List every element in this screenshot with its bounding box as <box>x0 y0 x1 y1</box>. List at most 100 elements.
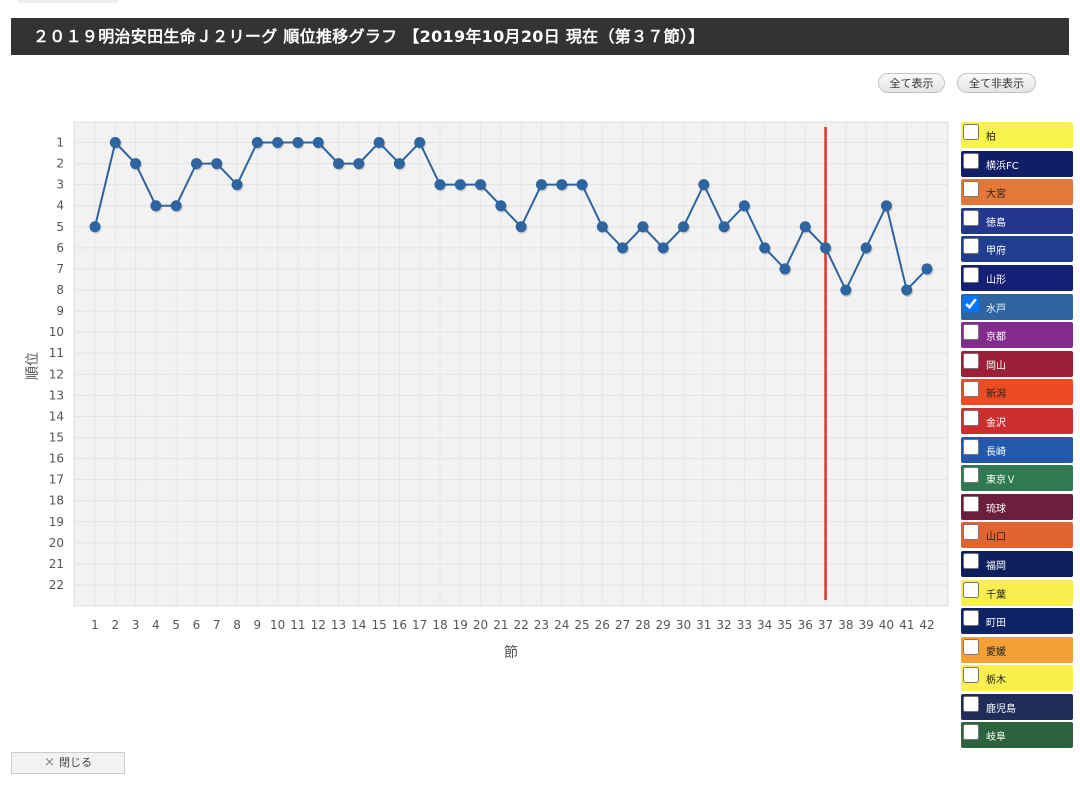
data-point[interactable] <box>637 221 649 233</box>
team-checkbox[interactable] <box>963 381 979 398</box>
data-point[interactable] <box>556 179 568 191</box>
data-point[interactable] <box>190 158 202 170</box>
legend-item[interactable]: 栃木 <box>961 665 1073 692</box>
data-point[interactable] <box>921 263 933 275</box>
team-label: 町田 <box>986 618 1006 630</box>
data-point[interactable] <box>738 200 750 212</box>
team-checkbox[interactable] <box>963 438 979 455</box>
data-point[interactable] <box>373 137 385 148</box>
team-checkbox[interactable] <box>963 638 979 655</box>
data-point[interactable] <box>576 179 588 191</box>
data-point[interactable] <box>150 200 162 212</box>
x-tick-label: 20 <box>473 618 488 632</box>
data-point[interactable] <box>880 200 892 212</box>
data-point[interactable] <box>393 158 405 170</box>
team-checkbox[interactable] <box>963 152 979 169</box>
team-checkbox[interactable] <box>963 209 979 226</box>
data-point[interactable] <box>454 179 466 191</box>
data-point[interactable] <box>251 137 263 148</box>
team-checkbox[interactable] <box>963 124 979 140</box>
legend-item[interactable]: 水戸 <box>961 293 1073 320</box>
legend-item[interactable]: 岡山 <box>961 350 1073 377</box>
data-point[interactable] <box>759 242 771 254</box>
data-point[interactable] <box>292 137 304 148</box>
y-tick-label: 15 <box>49 431 64 445</box>
legend-item[interactable]: 町田 <box>961 608 1073 635</box>
team-checkbox[interactable] <box>963 552 979 569</box>
legend-item[interactable]: 山形 <box>961 264 1073 291</box>
team-checkbox[interactable] <box>963 181 979 198</box>
data-point[interactable] <box>109 137 121 148</box>
team-checkbox[interactable] <box>963 610 979 627</box>
data-point[interactable] <box>515 221 527 233</box>
data-point[interactable] <box>353 158 365 170</box>
close-button[interactable]: × 閉じる <box>11 752 125 774</box>
data-point[interactable] <box>272 137 284 148</box>
legend-item[interactable]: 長崎 <box>961 436 1073 463</box>
data-point[interactable] <box>799 221 811 233</box>
team-checkbox[interactable] <box>963 467 979 484</box>
x-tick-label: 26 <box>595 618 610 632</box>
team-checkbox[interactable] <box>963 695 979 712</box>
legend-item[interactable]: 山口 <box>961 522 1073 549</box>
x-tick-label: 29 <box>656 618 671 632</box>
data-point[interactable] <box>89 221 101 233</box>
legend-item[interactable]: 愛媛 <box>961 636 1073 663</box>
x-tick-label: 23 <box>534 618 549 632</box>
y-tick-label: 21 <box>49 557 64 571</box>
y-tick-label: 17 <box>49 473 64 487</box>
data-point[interactable] <box>312 137 324 148</box>
data-point[interactable] <box>596 221 608 233</box>
data-point[interactable] <box>617 242 629 254</box>
legend-item[interactable]: 横浜FC <box>961 150 1073 177</box>
data-point[interactable] <box>495 200 507 212</box>
legend-item[interactable]: 琉球 <box>961 493 1073 520</box>
data-point[interactable] <box>170 200 182 212</box>
legend-item[interactable]: 柏 <box>961 122 1073 148</box>
data-point[interactable] <box>901 284 913 296</box>
legend-item[interactable]: 大宮 <box>961 179 1073 206</box>
team-checkbox[interactable] <box>963 266 979 283</box>
data-point[interactable] <box>698 179 710 191</box>
data-point[interactable] <box>414 137 426 148</box>
data-point[interactable] <box>677 221 689 233</box>
team-checkbox[interactable] <box>963 581 979 598</box>
team-checkbox[interactable] <box>963 295 979 312</box>
data-point[interactable] <box>130 158 142 170</box>
legend-item[interactable]: 新潟 <box>961 379 1073 406</box>
hide-all-button[interactable]: 全て非表示 <box>957 73 1036 93</box>
y-tick-label: 3 <box>56 178 64 192</box>
data-point[interactable] <box>333 158 345 170</box>
legend-item[interactable]: 甲府 <box>961 236 1073 263</box>
data-point[interactable] <box>820 242 832 254</box>
legend-item[interactable]: 福岡 <box>961 550 1073 577</box>
legend-item[interactable]: 徳島 <box>961 207 1073 234</box>
team-checkbox[interactable] <box>963 524 979 541</box>
legend-item[interactable]: 千葉 <box>961 579 1073 606</box>
legend-item[interactable]: 岐阜 <box>961 722 1073 749</box>
data-point[interactable] <box>657 242 669 254</box>
data-point[interactable] <box>434 179 446 191</box>
legend-item[interactable]: 京都 <box>961 322 1073 349</box>
team-checkbox[interactable] <box>963 409 979 426</box>
team-checkbox[interactable] <box>963 724 979 741</box>
team-checkbox[interactable] <box>963 238 979 255</box>
show-all-button[interactable]: 全て表示 <box>878 73 945 93</box>
data-point[interactable] <box>535 179 547 191</box>
x-tick-label: 3 <box>132 618 140 632</box>
team-checkbox[interactable] <box>963 667 979 684</box>
x-tick-label: 2 <box>111 618 119 632</box>
data-point[interactable] <box>779 263 791 275</box>
team-checkbox[interactable] <box>963 324 979 341</box>
legend-item[interactable]: 鹿児島 <box>961 693 1073 720</box>
data-point[interactable] <box>718 221 730 233</box>
legend-item[interactable]: 東京Ｖ <box>961 465 1073 492</box>
team-checkbox[interactable] <box>963 495 979 512</box>
legend-item[interactable]: 金沢 <box>961 407 1073 434</box>
data-point[interactable] <box>211 158 223 170</box>
data-point[interactable] <box>840 284 852 296</box>
data-point[interactable] <box>231 179 243 191</box>
team-checkbox[interactable] <box>963 352 979 369</box>
data-point[interactable] <box>475 179 487 191</box>
data-point[interactable] <box>860 242 872 254</box>
